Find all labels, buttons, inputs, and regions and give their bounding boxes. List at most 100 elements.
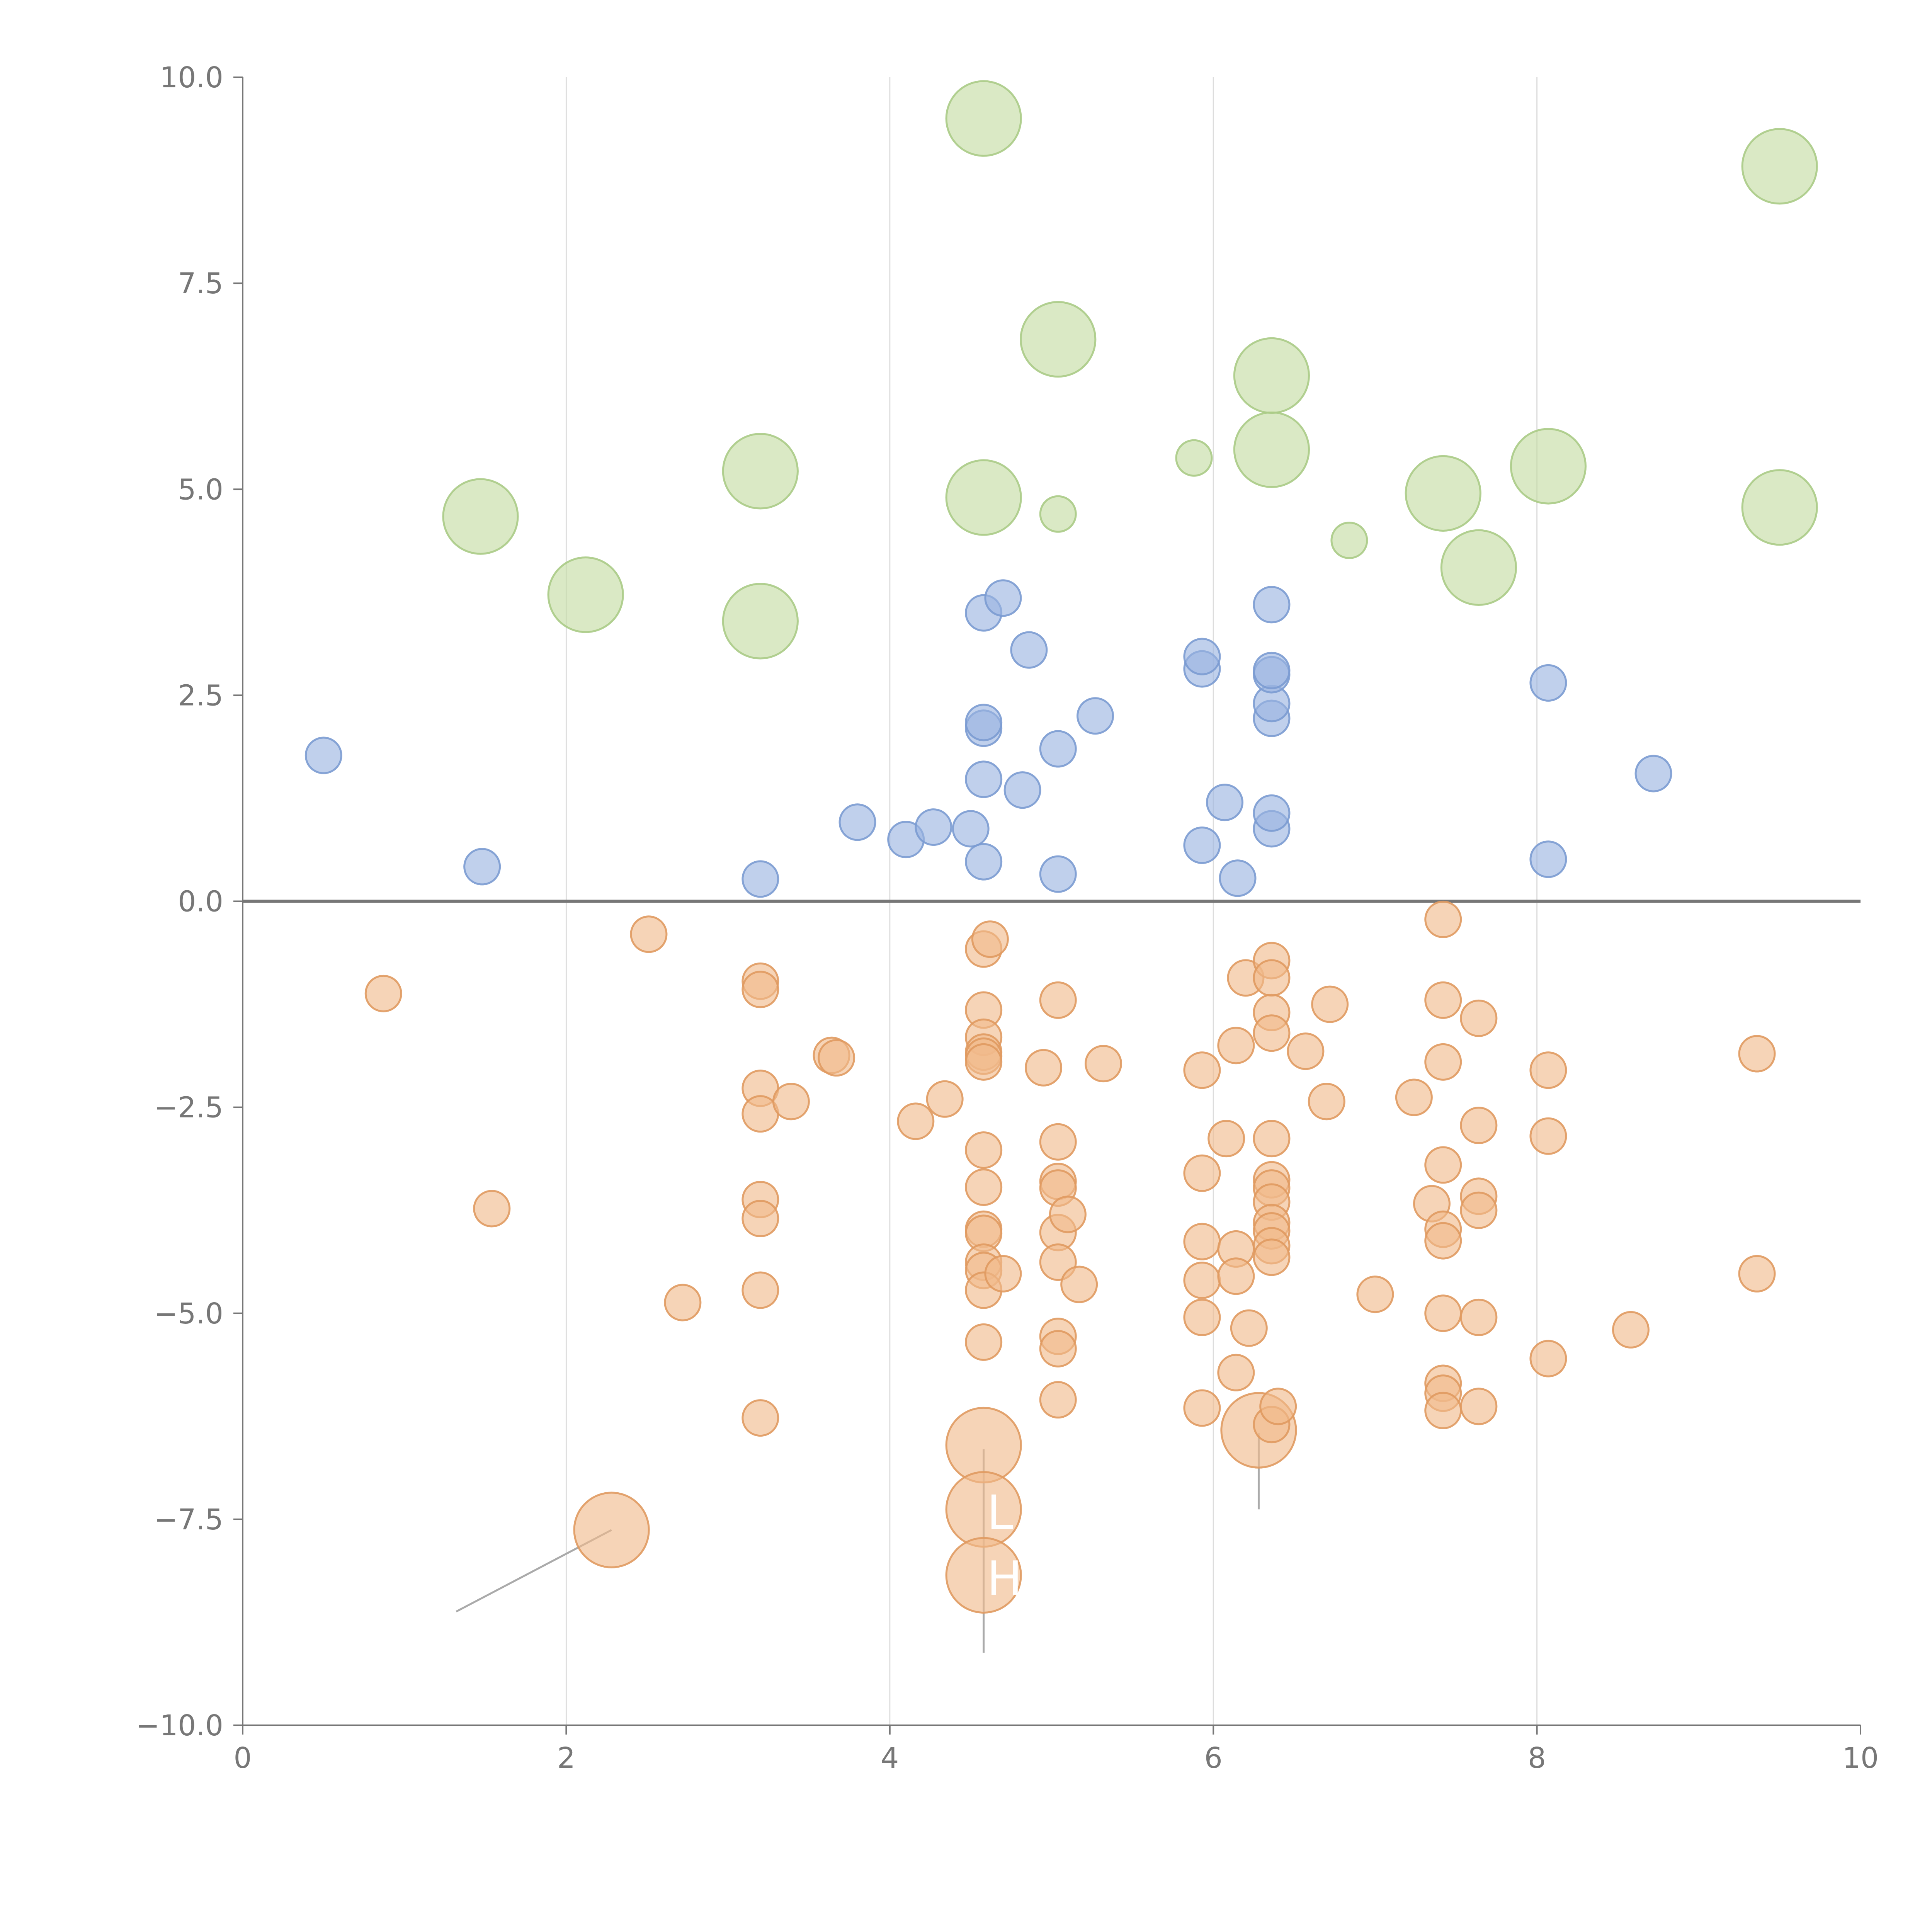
bubble-point <box>1253 651 1291 689</box>
y-tick-label: −10.0 <box>136 1709 223 1742</box>
bubble-point <box>722 433 799 510</box>
bubble-point <box>364 975 402 1012</box>
bubble-point <box>1039 730 1077 768</box>
bubble-point <box>965 1168 1003 1206</box>
y-tick-label: −5.0 <box>154 1297 223 1330</box>
bubble-point <box>1039 855 1077 893</box>
bubble-point <box>1395 1078 1433 1116</box>
bubble-point <box>772 1083 810 1121</box>
bubble-point <box>952 810 990 848</box>
bubble-point <box>742 1271 779 1309</box>
bubble-point <box>1253 794 1291 832</box>
y-tick-label: 5.0 <box>178 473 223 506</box>
bubble-point <box>1287 1032 1325 1070</box>
bubble-point <box>1529 1051 1567 1089</box>
y-tick-label: 10.0 <box>160 61 223 94</box>
bubble-point <box>1460 1388 1498 1425</box>
bubble-point <box>1253 1014 1291 1052</box>
bubble-point <box>1424 900 1462 938</box>
x-tick-label: 10 <box>1842 1742 1879 1775</box>
bubble-point <box>1039 1123 1077 1161</box>
bubble-point <box>1424 1146 1462 1184</box>
bubble-point <box>742 1200 779 1238</box>
bubble-point <box>971 920 1009 958</box>
bubble-point <box>1217 1027 1255 1065</box>
bubble-point <box>945 459 1022 536</box>
bubble-point <box>1424 1043 1462 1081</box>
bubble-point <box>1405 455 1481 532</box>
axis-layer: 0 2 4 6 8 10 −10.0 −7.5 −5.0 −2.5 0.0 2.5 5.0 7.5 10.0 <box>136 61 1879 1775</box>
bubble-point <box>1253 959 1291 997</box>
bubble-point <box>1084 1045 1122 1083</box>
bubble-point <box>1529 664 1567 702</box>
bubble-point <box>1529 1117 1567 1155</box>
bubble-point <box>1039 495 1077 533</box>
bubble-point <box>722 583 799 660</box>
bubble-point <box>1356 1276 1394 1313</box>
bubble-point <box>965 704 1003 742</box>
bubble-point <box>945 1537 1022 1614</box>
bubble-layer <box>304 80 1818 1614</box>
bubble-point <box>742 860 779 898</box>
bubble-point <box>1183 1051 1221 1089</box>
bubble-point <box>1183 1261 1221 1299</box>
bubble-point <box>547 556 624 633</box>
bubble-point <box>1741 469 1818 546</box>
bubble-point <box>664 1284 702 1321</box>
bubble-point <box>1233 411 1310 488</box>
bubble-point <box>1253 586 1291 624</box>
bubble-point <box>1020 301 1097 378</box>
x-tick-label: 8 <box>1528 1742 1546 1775</box>
bubble-point <box>965 760 1003 798</box>
bubble-point <box>1039 981 1077 1019</box>
bubble-point <box>1039 1381 1077 1419</box>
bubble-point <box>1529 1340 1567 1378</box>
bubble-point <box>473 1190 511 1228</box>
x-tick-label: 4 <box>881 1742 899 1775</box>
bubble-point <box>1219 859 1257 897</box>
y-tick-label: 7.5 <box>178 267 223 300</box>
bubble-point <box>965 1043 1003 1081</box>
bubble-point <box>1183 638 1221 675</box>
bubble-point <box>1424 1294 1462 1332</box>
bubble-point <box>573 1492 650 1568</box>
bubble-point <box>838 803 876 841</box>
bubble-point <box>1460 1107 1498 1145</box>
bubble-point <box>1612 1311 1650 1349</box>
y-tick-label: 0.0 <box>178 885 223 918</box>
bubble-point <box>818 1039 855 1077</box>
bubble-point <box>1311 985 1349 1023</box>
y-tick-label: −7.5 <box>154 1503 223 1536</box>
bubble-point <box>926 1080 964 1118</box>
bubble-point <box>1460 1298 1498 1336</box>
x-tick-label: 2 <box>557 1742 575 1775</box>
bubble-point <box>1206 784 1244 821</box>
bubble-point <box>1183 1154 1221 1192</box>
bubble-point <box>1424 1222 1462 1260</box>
y-tick-label: −2.5 <box>154 1091 223 1124</box>
bubble-point <box>1049 1196 1087 1233</box>
bubble-point <box>1634 755 1672 793</box>
bubble-point <box>945 80 1022 157</box>
bubble-point <box>1460 1191 1498 1229</box>
bubble-point <box>1217 1257 1255 1295</box>
bubble-point <box>1253 1120 1291 1158</box>
bubble-point <box>1460 999 1498 1037</box>
bubble-annotation: H <box>987 1551 1022 1606</box>
x-tick-label: 6 <box>1204 1742 1223 1775</box>
bubble-point <box>1175 439 1213 477</box>
bubble-point <box>1510 428 1587 505</box>
bubble-point <box>1424 981 1462 1019</box>
bubble-annotation: L <box>987 1485 1013 1540</box>
bubble-point <box>1230 1309 1268 1347</box>
bubble-point <box>1741 128 1818 205</box>
y-tick-label: 2.5 <box>178 679 223 712</box>
bubble-point <box>965 1323 1003 1361</box>
label-layer: LH <box>987 1485 1022 1606</box>
bubble-point <box>630 915 668 953</box>
bubble-point <box>1010 631 1048 669</box>
bubble-point <box>915 808 952 846</box>
bubble-point <box>1738 1255 1776 1293</box>
bubble-point <box>1253 1238 1291 1276</box>
